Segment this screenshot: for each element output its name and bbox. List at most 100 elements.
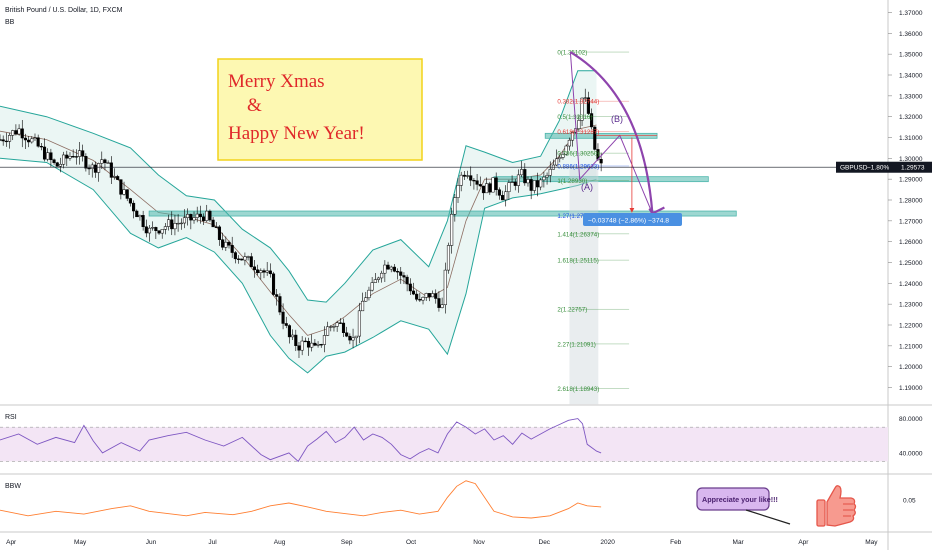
candle-up [555, 158, 559, 166]
candle-down [303, 340, 307, 343]
candle-down [202, 216, 206, 221]
candle-up [329, 326, 333, 328]
candle-down [230, 245, 234, 253]
candle-down [306, 341, 311, 348]
fib-shaded-column [569, 166, 599, 405]
candle-up [548, 168, 552, 176]
candle-up [77, 150, 82, 157]
bbw-pane: 0.05 [0, 480, 916, 519]
candle-down [4, 140, 8, 143]
candle-up [431, 293, 435, 298]
price-axis[interactable]: 1.37000 1.36000 1.35000 1.34000 1.33000 1.320… [888, 10, 923, 392]
candle-down [233, 252, 237, 260]
candle-down [125, 189, 129, 199]
fib-level-label: 1.414(1.26374) [557, 231, 599, 238]
price-range-measure[interactable]: −0.03748 (−2.86%) −374.8 [583, 213, 682, 226]
price-tick-label: 1.19000 [899, 385, 923, 392]
candle-up [335, 322, 339, 327]
candle-up [421, 297, 425, 301]
candle-down [399, 271, 403, 276]
candle-down [55, 162, 59, 167]
candle-up [570, 132, 575, 141]
candle-down [240, 258, 244, 261]
candle-down [198, 213, 202, 218]
candle-up [259, 270, 263, 274]
candle-up [367, 289, 371, 298]
candle-up [532, 180, 536, 191]
wave-b-label: (B) [611, 114, 623, 124]
candle-up [106, 162, 110, 164]
candle-up [192, 217, 196, 221]
candle-up [33, 137, 37, 140]
candle-down [599, 159, 603, 164]
candle-up [516, 174, 520, 186]
time-tick-label: May [74, 539, 87, 546]
rsi-line [0, 418, 602, 463]
bb-indicator-legend[interactable]: BB [5, 19, 15, 26]
candle-down [87, 167, 91, 170]
candle-up [580, 97, 584, 121]
candle-up [383, 264, 387, 274]
rsi-legend[interactable]: RSI [5, 414, 17, 421]
fib-level-label: 2.618(1.18943) [557, 386, 599, 393]
candle-down [249, 256, 253, 268]
candle-down [462, 174, 466, 177]
candle-down [74, 156, 78, 158]
candle-down [141, 215, 145, 228]
measure-label: −0.03748 (−2.86%) −374.8 [588, 218, 669, 225]
candle-up [151, 227, 155, 229]
candle-down [294, 334, 298, 346]
candle-down [481, 185, 486, 194]
candle-down [211, 219, 215, 228]
candle-down [478, 184, 482, 187]
candle-down [396, 271, 400, 273]
candle-up [446, 245, 451, 271]
candle-up [310, 342, 314, 348]
candle-down [405, 276, 409, 285]
price-tick-label: 1.21000 [899, 343, 923, 350]
candle-up [456, 185, 460, 198]
candle-down [475, 180, 479, 185]
candle-up [97, 163, 101, 173]
candle-down [418, 299, 422, 301]
candle-up [564, 145, 568, 155]
time-tick-label: Mar [733, 539, 745, 546]
bbw-legend[interactable]: BBW [5, 483, 21, 490]
price-tick-label: 1.34000 [899, 73, 923, 80]
candle-up [491, 177, 495, 193]
time-tick-label: Apr [6, 539, 17, 546]
time-axis[interactable]: Apr May Jun Jul Aug Sep Oct Nov Dec 2020 Feb Mar Apr… [6, 539, 878, 546]
time-tick-label: May [865, 539, 878, 546]
price-tick-label: 1.24000 [899, 281, 923, 288]
candle-up [265, 270, 269, 273]
candle-up [361, 300, 365, 312]
candle-down [132, 202, 136, 212]
candle-up [450, 213, 454, 246]
fib-level-label: 0.618(1.31287) [557, 129, 599, 136]
drawing-tools [569, 51, 665, 215]
time-tick-label: Dec [539, 539, 551, 546]
thumbs-up-icon [816, 485, 857, 527]
candle-up [561, 154, 565, 158]
candle-down [217, 226, 222, 240]
candle-up [186, 214, 190, 218]
candle-up [68, 156, 72, 159]
candle-up [558, 157, 562, 160]
wave-a-label: (A) [581, 182, 593, 192]
price-tick-label: 1.32000 [899, 114, 923, 121]
candle-up [440, 304, 444, 308]
price-tick-label: 1.29000 [899, 177, 923, 184]
rsi-band-fill [0, 427, 888, 462]
symbol-title[interactable]: British Pound / U.S. Dollar, 1D, FXCM [5, 7, 123, 14]
fib-level-label: 1.618(1.25115) [557, 258, 599, 265]
candle-down [586, 97, 590, 114]
candle-down [170, 219, 174, 230]
fib-level-label: 0.382(1.32744) [557, 99, 599, 106]
candle-up [322, 335, 326, 345]
price-tick-label: 1.20000 [899, 364, 923, 371]
candle-down [281, 311, 285, 324]
candle-up [112, 176, 117, 178]
candle-up [90, 164, 94, 169]
bb-fill [0, 70, 597, 373]
